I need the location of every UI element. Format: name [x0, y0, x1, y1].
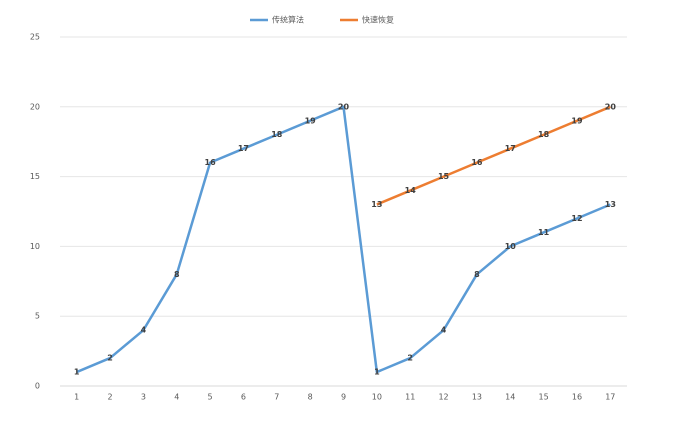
- x-tick-label: 3: [141, 393, 146, 402]
- x-tick-label: 16: [572, 393, 582, 402]
- x-tick-label: 1: [74, 393, 79, 402]
- data-label: 13: [605, 200, 616, 209]
- legend-label: 传统算法: [272, 15, 304, 25]
- data-label: 15: [438, 172, 450, 181]
- data-label: 19: [305, 116, 317, 125]
- x-tick-label: 11: [405, 393, 415, 402]
- legend-label: 快速恢复: [362, 15, 394, 25]
- data-label: 17: [238, 144, 249, 153]
- series-line: [76, 105, 611, 374]
- x-tick-label: 6: [241, 393, 246, 402]
- data-label: 19: [571, 116, 583, 125]
- data-label: 8: [174, 270, 180, 279]
- data-label: 1: [374, 368, 380, 377]
- y-tick-label: 5: [35, 312, 40, 321]
- data-label: 14: [405, 186, 417, 195]
- x-tick-label: 17: [605, 393, 615, 402]
- data-label: 18: [271, 130, 283, 139]
- x-tick-label: 13: [472, 393, 482, 402]
- x-tick-label: 2: [107, 393, 112, 402]
- data-label: 20: [605, 102, 617, 111]
- x-tick-label: 5: [208, 393, 213, 402]
- data-label: 4: [141, 326, 147, 335]
- x-tick-label: 10: [372, 393, 382, 402]
- data-label: 13: [371, 200, 382, 209]
- x-tick-label: 9: [341, 393, 346, 402]
- data-label: 2: [407, 354, 413, 363]
- y-tick-label: 20: [30, 102, 40, 111]
- data-label: 10: [505, 242, 517, 251]
- x-tick-label: 8: [308, 393, 313, 402]
- data-label: 1: [74, 368, 80, 377]
- data-label: 16: [205, 158, 217, 167]
- data-label: 18: [538, 130, 550, 139]
- series-line: [376, 105, 611, 206]
- y-tick-label: 25: [30, 33, 40, 42]
- x-tick-label: 14: [505, 393, 515, 402]
- data-label: 20: [338, 102, 350, 111]
- data-label: 11: [538, 228, 550, 237]
- x-tick-label: 4: [174, 393, 179, 402]
- data-label: 16: [471, 158, 483, 167]
- data-label: 4: [441, 326, 447, 335]
- data-label: 12: [571, 214, 582, 223]
- x-tick-label: 7: [274, 393, 279, 402]
- y-tick-label: 0: [35, 382, 40, 391]
- data-label: 8: [474, 270, 480, 279]
- x-tick-label: 12: [438, 393, 448, 402]
- y-tick-label: 15: [30, 172, 40, 181]
- y-tick-label: 10: [30, 242, 40, 251]
- data-label: 2: [107, 354, 113, 363]
- data-label: 17: [505, 144, 516, 153]
- x-tick-label: 15: [539, 393, 549, 402]
